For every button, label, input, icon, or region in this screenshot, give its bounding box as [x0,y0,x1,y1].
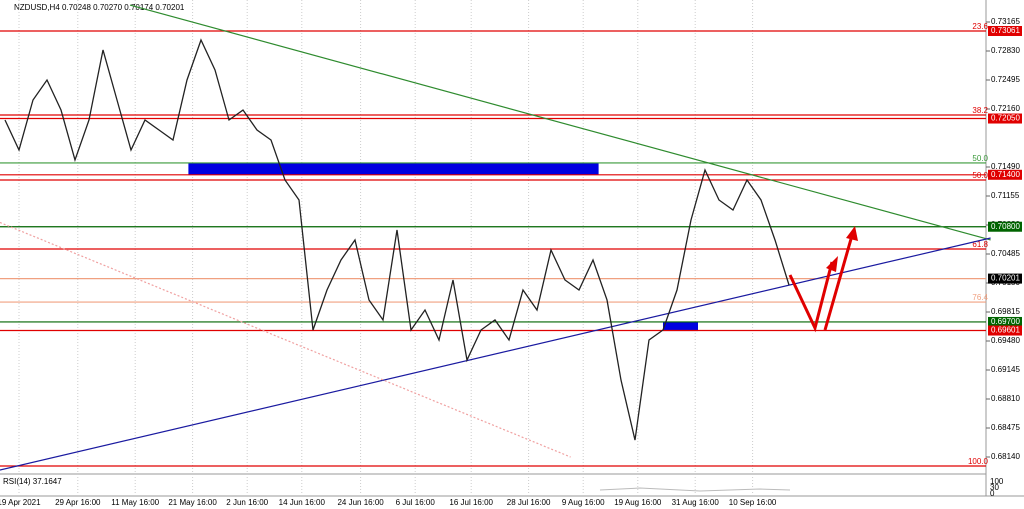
price-box [988,316,1022,327]
fib-label: 61.8 [972,240,988,249]
x-tick-label: 21 May 16:00 [168,498,217,507]
arrow-head [846,226,858,241]
arrows [788,226,858,333]
x-tick-label: 9 Aug 16:00 [562,498,605,507]
price-box [988,325,1022,336]
x-tick-label: 19 Apr 2021 [0,498,41,507]
fib-label: 38.2 [972,106,988,115]
zone [663,322,698,332]
price-box [988,273,1022,284]
x-tick-label: 2 Jun 16:00 [226,498,268,507]
rsi-tick: 0 [990,489,995,498]
x-tick-label: 11 May 16:00 [111,498,159,507]
trend-line [129,4,991,241]
fib-label: 23.6 [972,22,988,31]
y-tick-label: 0.68810 [991,394,1020,403]
price-box-label: 0.70800 [991,222,1020,231]
fib-label: 100.0 [968,457,989,466]
rsi-tick: 100 [990,477,1004,486]
y-tick-label: 0.72830 [991,46,1020,55]
x-tick-label: 24 Jun 16:00 [337,498,384,507]
fib-label: 50.0 [972,171,988,180]
y-tick-label: 0.69815 [991,307,1020,316]
price-box-label: 0.71400 [991,170,1020,179]
y-tick-label: 0.68140 [991,452,1020,461]
y-tick-label: 0.69480 [991,336,1020,345]
price-box-label: 0.69700 [991,317,1020,326]
zone [188,162,599,175]
price-box [988,169,1022,180]
y-tick-label: 0.71490 [991,162,1020,171]
trend-line [0,237,991,471]
price-box-label: 0.73061 [991,26,1020,35]
y-tick-label: 0.72160 [991,104,1020,113]
x-tick-label: 6 Jul 16:00 [396,498,436,507]
chart-title: NZDUSD,H4 0.70248 0.70270 0.70174 0.7020… [14,3,185,12]
x-tick-label: 28 Jul 16:00 [507,498,551,507]
rsi-label: RSI(14) 37.1647 [3,477,62,486]
y-tick-label: 0.71155 [991,191,1020,200]
x-tick-label: 16 Jul 16:00 [449,498,493,507]
y-tick-label: 0.68475 [991,423,1020,432]
arrow [823,231,855,331]
x-tick-label: 29 Apr 16:00 [55,498,101,507]
fib-label: 76.4 [972,293,988,302]
x-tick-label: 19 Aug 16:00 [614,498,662,507]
price-box [988,221,1022,232]
y-tick-label: 0.69145 [991,365,1020,374]
y-tick-label: 0.70485 [991,249,1020,258]
x-tick-label: 14 Jun 16:00 [279,498,326,507]
price-line [4,38,790,441]
fib-label: 50.0 [972,154,988,163]
y-tick-label: 0.73165 [991,17,1020,26]
price-box [988,113,1022,124]
arrow [788,261,834,333]
price-box [988,25,1022,36]
x-tick-label: 10 Sep 16:00 [729,498,777,507]
rsi-line [599,487,791,492]
arrow-head [826,256,838,272]
y-tick-label: 0.72495 [991,75,1020,84]
price-box-label: 0.72050 [991,114,1020,123]
rsi-tick: 30 [990,483,999,492]
price-box-label: 0.70201 [991,274,1020,283]
trend-line [0,221,571,458]
x-tick-label: 31 Aug 16:00 [672,498,720,507]
price-box-label: 0.69601 [991,326,1020,335]
